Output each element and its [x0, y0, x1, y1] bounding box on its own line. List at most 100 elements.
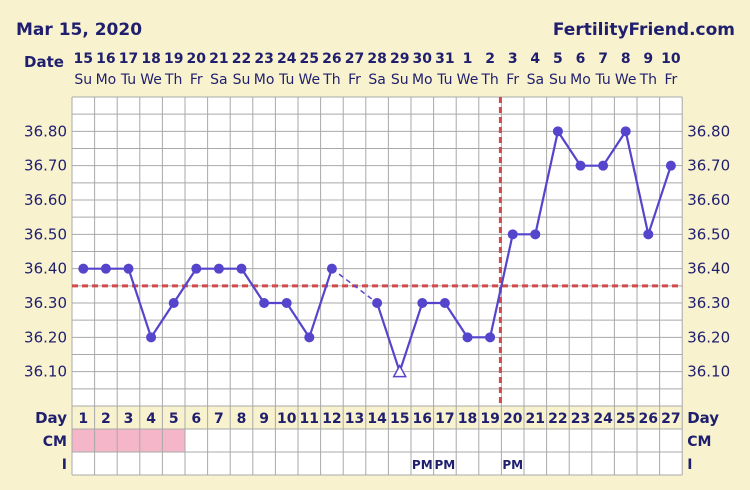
cycle-day-label: 22 — [548, 411, 567, 427]
temperature-point-discarded — [392, 364, 407, 378]
y-tick-label-right: 36.70 — [687, 157, 730, 175]
weekday-tick-label: Tu — [120, 72, 136, 88]
cycle-day-label: 7 — [214, 411, 224, 427]
temperature-point — [552, 126, 563, 137]
weekday-tick-label: We — [140, 72, 162, 88]
temperature-point — [281, 298, 292, 308]
y-tick-label-right: 36.40 — [687, 260, 730, 278]
temperature-line-segment — [240, 268, 266, 304]
cm-cell-filled — [117, 429, 140, 452]
cycle-day-label: 19 — [480, 411, 499, 427]
temperature-line-segment — [624, 131, 650, 235]
date-tick-label: 20 — [187, 51, 207, 67]
date-row-label: Date — [24, 53, 64, 71]
cm-cell-filled — [162, 429, 185, 452]
temperature-point — [123, 263, 134, 274]
cycle-day-label: 10 — [277, 411, 297, 427]
weekday-tick-label: Sa — [527, 72, 544, 88]
intercourse-mark: PM — [502, 458, 523, 472]
weekday-tick-label: Tu — [594, 72, 610, 88]
cycle-day-label: 17 — [435, 411, 454, 427]
y-tick-label-right: 36.30 — [687, 294, 730, 312]
weekday-tick-label: Sa — [210, 72, 227, 88]
y-tick-label-left: 36.30 — [24, 294, 67, 312]
temperature-point — [439, 298, 450, 308]
date-tick-label: 8 — [621, 51, 631, 67]
y-tick-label-right: 36.20 — [687, 328, 730, 346]
y-tick-label-left: 36.40 — [24, 260, 67, 278]
cycle-day-label: 6 — [191, 411, 201, 427]
cycle-day-label: 21 — [526, 411, 545, 427]
temperature-line-segment — [534, 131, 559, 235]
temperature-point — [462, 332, 473, 343]
cycle-day-label: 25 — [616, 411, 635, 427]
intercourse-mark: PM — [412, 458, 433, 472]
temperature-point — [372, 298, 383, 308]
weekday-tick-label: We — [615, 72, 637, 88]
day-row-label-left: Day — [35, 409, 67, 427]
temperature-line-segment — [376, 302, 401, 373]
date-tick-label: 30 — [413, 51, 433, 67]
cycle-day-label: 9 — [259, 411, 269, 427]
date-tick-label: 22 — [232, 51, 251, 67]
weekday-tick-label: Mo — [570, 72, 591, 88]
temperature-line-segment — [285, 302, 311, 338]
temperature-point — [598, 160, 609, 171]
temperature-line-segment — [556, 130, 582, 167]
weekday-tick-label: Su — [74, 72, 92, 88]
temperature-point — [78, 263, 89, 274]
cycle-day-label: 2 — [101, 411, 111, 427]
header-date: Mar 15, 2020 — [16, 20, 142, 40]
weekday-tick-label: Th — [322, 72, 340, 88]
date-tick-label: 9 — [643, 51, 653, 67]
weekday-tick-label: Th — [639, 72, 657, 88]
cycle-day-label: 24 — [593, 411, 613, 427]
y-tick-label-left: 36.70 — [24, 157, 67, 175]
date-tick-label: 27 — [345, 51, 364, 67]
cycle-day-label: 23 — [571, 411, 590, 427]
temperature-point — [485, 332, 496, 343]
y-tick-label-right: 36.50 — [687, 225, 730, 243]
cm-cell-filled — [139, 429, 163, 452]
temperature-point — [304, 332, 315, 343]
intercourse-mark: PM — [435, 458, 456, 472]
temperature-line-segment — [150, 302, 175, 338]
cm-row-label-right: CM — [687, 434, 711, 450]
i-row-label-left: I — [62, 457, 67, 473]
date-tick-label: 15 — [74, 51, 93, 67]
date-tick-label: 28 — [367, 51, 386, 67]
temperature-point — [100, 263, 111, 274]
temperature-line-segment — [647, 165, 672, 235]
temperature-line-segment — [443, 302, 469, 338]
temperature-line-segment — [489, 234, 514, 338]
temperature-point — [259, 298, 270, 308]
y-tick-label-left: 36.50 — [24, 225, 67, 243]
date-tick-label: 3 — [508, 51, 518, 67]
cm-row-label-left: CM — [43, 434, 67, 450]
cm-cell-filled — [94, 429, 118, 452]
cycle-day-label: 1 — [78, 411, 88, 427]
y-tick-label-left: 36.60 — [24, 191, 67, 209]
y-tick-label-left: 36.20 — [24, 328, 67, 346]
date-tick-label: 23 — [254, 51, 273, 67]
weekday-tick-label: Su — [233, 72, 251, 88]
date-tick-label: 18 — [141, 51, 160, 67]
cycle-day-label: 20 — [503, 411, 523, 427]
weekday-tick-label: Th — [480, 72, 498, 88]
y-tick-label-right: 36.10 — [687, 363, 730, 381]
temperature-point — [620, 126, 631, 137]
temperature-line-segment — [398, 302, 424, 373]
temperature-point — [236, 263, 247, 274]
date-tick-label: 4 — [530, 51, 540, 67]
date-tick-label: 19 — [164, 51, 183, 67]
i-row-label-right: I — [687, 457, 692, 473]
temperature-line-segment — [127, 268, 153, 338]
date-tick-label: 10 — [661, 51, 681, 67]
weekday-tick-label: Tu — [278, 72, 294, 88]
temperature-point — [168, 298, 179, 308]
date-tick-label: 21 — [209, 51, 228, 67]
cycle-day-label: 16 — [413, 411, 432, 427]
day-row-bg — [72, 406, 683, 429]
